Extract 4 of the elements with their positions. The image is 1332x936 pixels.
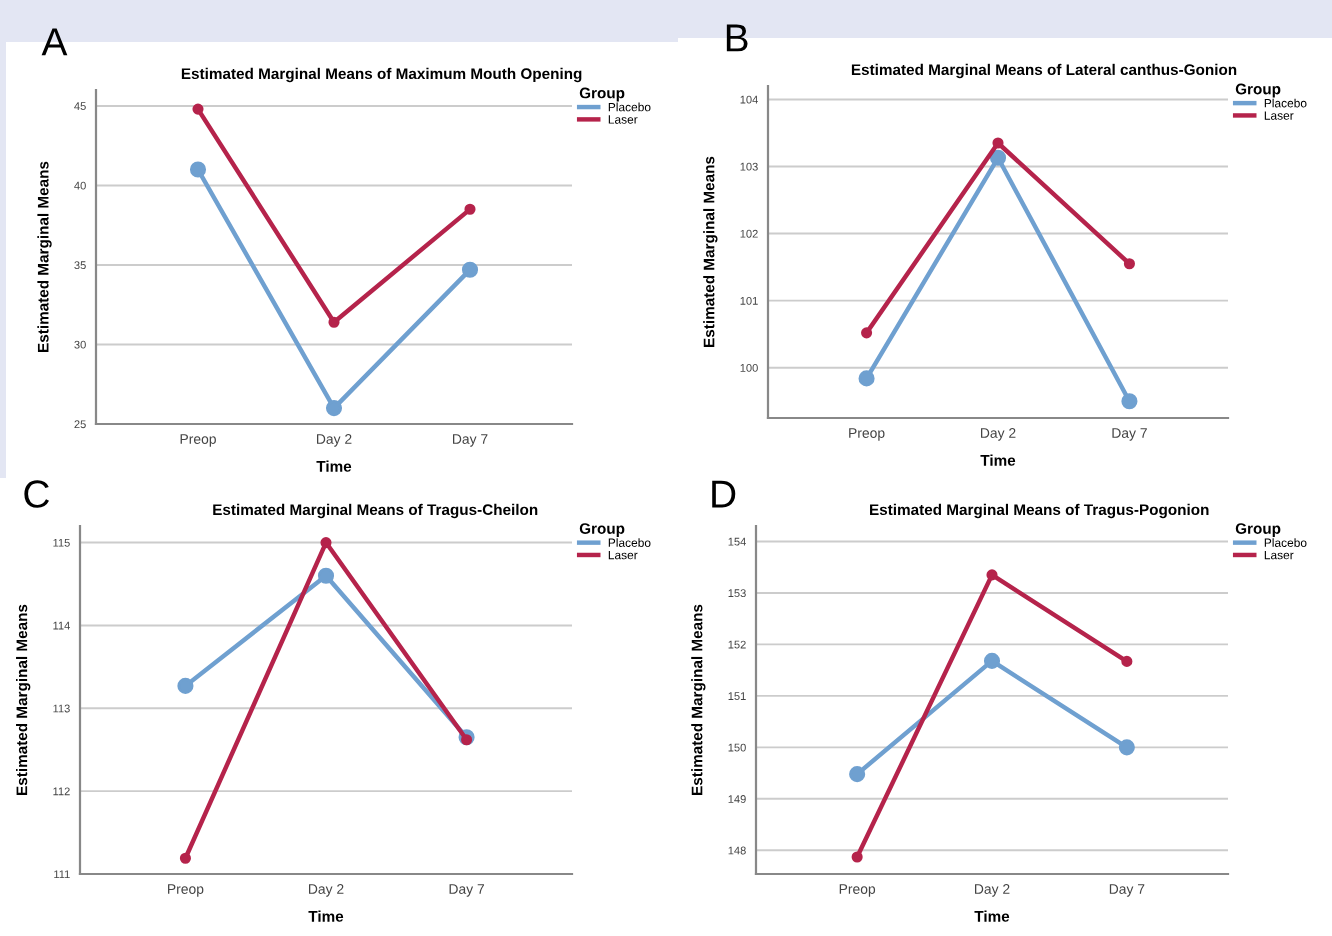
text: A xyxy=(41,28,68,56)
text: C xyxy=(24,480,49,508)
text: D xyxy=(712,480,736,508)
text: B xyxy=(726,24,748,52)
